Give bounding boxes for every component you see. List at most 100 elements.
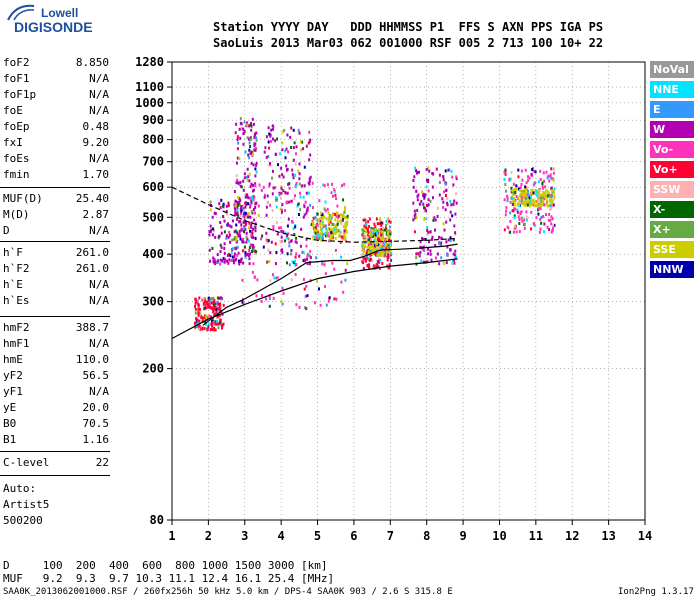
echo-point	[442, 222, 445, 226]
echo-point	[324, 224, 327, 228]
echo-point	[376, 222, 379, 226]
echo-point	[280, 196, 282, 200]
echo-point	[246, 121, 249, 125]
echo-point	[216, 300, 219, 304]
echo-point	[541, 199, 544, 202]
echo-point	[386, 246, 389, 250]
echo-point	[292, 158, 295, 162]
echo-point	[424, 238, 427, 241]
echo-point	[287, 182, 290, 186]
echo-point	[221, 326, 223, 330]
echo-point	[449, 238, 452, 242]
echo-point	[454, 253, 456, 257]
echo-point	[381, 254, 384, 258]
echo-point	[385, 219, 388, 223]
param-value: N/A	[89, 152, 109, 165]
echo-point	[545, 213, 547, 217]
echo-point	[553, 223, 556, 227]
echo-point	[320, 238, 323, 242]
x-tick-label: 13	[601, 529, 615, 543]
echo-point	[213, 261, 216, 265]
echo-point	[530, 227, 533, 231]
echo-point	[415, 216, 418, 220]
echo-point	[364, 257, 367, 261]
echo-point	[301, 140, 304, 144]
echo-point	[327, 299, 330, 303]
echo-point	[542, 171, 545, 175]
echo-point	[226, 259, 228, 263]
echo-point	[271, 192, 274, 196]
echo-point	[542, 230, 545, 234]
echo-point	[433, 216, 436, 220]
echo-point	[317, 219, 320, 222]
param-value: 261.0	[75, 262, 109, 275]
echo-point	[541, 184, 544, 188]
echo-point	[362, 218, 365, 222]
echo-point	[274, 186, 277, 190]
echo-point	[265, 213, 268, 217]
param-name: foE	[3, 104, 23, 117]
echo-point	[303, 259, 306, 263]
param-row: M(D) 2.87	[3, 208, 109, 224]
echo-point	[282, 189, 285, 193]
param-value: 56.5	[82, 369, 110, 382]
echo-point	[453, 258, 455, 262]
echo-point	[240, 205, 243, 209]
echo-point	[366, 235, 368, 239]
echo-point	[377, 243, 380, 247]
echo-point	[537, 192, 540, 196]
echo-point	[527, 175, 529, 179]
echo-point	[530, 189, 533, 192]
echo-point	[427, 203, 430, 207]
echo-point	[388, 251, 391, 255]
echo-point	[371, 231, 374, 235]
echo-point	[239, 184, 242, 188]
echo-point	[366, 231, 369, 234]
echo-point	[528, 204, 531, 208]
echo-point	[294, 173, 297, 177]
echo-point	[236, 231, 239, 235]
echo-point	[451, 175, 454, 179]
echo-point	[237, 141, 240, 145]
echo-point	[266, 240, 269, 244]
echo-point	[376, 245, 379, 249]
echo-point	[277, 163, 279, 167]
echo-point	[415, 256, 418, 260]
echo-point	[284, 156, 287, 160]
echo-point	[346, 216, 349, 220]
param-value: 25.40	[75, 192, 109, 205]
echo-point	[516, 208, 519, 212]
legend-item: X+	[650, 221, 694, 238]
echo-point	[532, 222, 535, 226]
echo-point	[232, 246, 235, 250]
echo-point	[445, 261, 448, 265]
echo-point	[220, 323, 222, 326]
echo-point	[247, 175, 250, 179]
echo-point	[194, 321, 196, 325]
echo-point	[520, 216, 523, 220]
echo-point	[231, 255, 234, 259]
echo-point	[278, 226, 281, 230]
echo-point	[538, 230, 541, 234]
echo-point	[244, 256, 247, 260]
echo-point	[385, 247, 388, 251]
echo-point	[325, 303, 328, 307]
param-name: yF2	[3, 369, 23, 382]
echo-point	[441, 197, 444, 201]
echo-point	[234, 213, 237, 217]
echo-point	[519, 211, 522, 215]
echo-point	[233, 190, 236, 193]
echo-point	[309, 256, 312, 260]
echo-point	[429, 252, 432, 256]
echo-point	[234, 258, 237, 262]
echo-point	[238, 259, 240, 263]
echo-point	[235, 238, 237, 242]
echo-point	[527, 178, 530, 182]
echo-point	[435, 167, 438, 171]
param-value: 1.70	[82, 168, 110, 181]
echo-point	[438, 235, 441, 239]
echo-point	[268, 182, 271, 186]
echo-point	[343, 215, 345, 219]
echo-point	[290, 278, 293, 282]
echo-point	[226, 212, 229, 216]
